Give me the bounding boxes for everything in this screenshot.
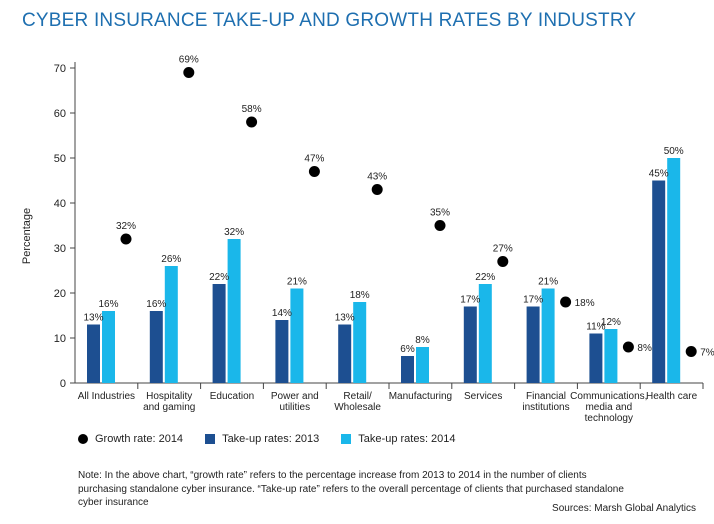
x-tick-label: Education — [210, 391, 254, 402]
bar-2013 — [338, 324, 352, 383]
data-label-2014: 12% — [601, 317, 621, 328]
bar-2013 — [401, 356, 414, 383]
data-label-2013: 22% — [209, 272, 229, 283]
bar-2013 — [589, 333, 603, 383]
data-label-growth: 35% — [430, 208, 450, 219]
data-label-2013: 45% — [649, 169, 669, 180]
bar-2013 — [463, 306, 477, 383]
data-label-2014: 22% — [475, 272, 495, 283]
data-label-2013: 17% — [460, 295, 480, 306]
growth-dot — [120, 233, 132, 245]
x-tick-label: All Industries — [78, 391, 135, 402]
growth-dot — [371, 184, 383, 195]
y-tick-label: 50 — [54, 153, 66, 165]
x-tick-label: Services — [464, 391, 502, 402]
bar-2014 — [290, 288, 304, 383]
data-label-2014: 21% — [287, 277, 307, 288]
data-label-2013: 13% — [335, 313, 355, 324]
data-label-growth: 7% — [700, 348, 714, 359]
y-tick-label: 30 — [54, 243, 66, 255]
data-label-2014: 8% — [415, 335, 430, 346]
legend-swatch-2014 — [341, 434, 352, 444]
legend: Growth rate: 2014 Take-up rates: 2013 Ta… — [78, 433, 478, 445]
bar-2014 — [667, 158, 681, 383]
data-label-2013: 16% — [146, 299, 166, 310]
x-tick-label: media and — [585, 402, 632, 413]
bar-2013 — [275, 320, 289, 383]
legend-item-growth: Growth rate: 2014 — [78, 433, 183, 445]
data-label-2014: 50% — [664, 146, 684, 157]
growth-dot — [308, 166, 320, 177]
x-tick-label: utilities — [280, 402, 311, 413]
data-label-2014: 32% — [224, 227, 244, 238]
legend-label-growth: Growth rate: 2014 — [95, 433, 184, 445]
growth-dot — [246, 116, 258, 128]
y-tick-label: 10 — [54, 333, 66, 345]
data-label-growth: 58% — [242, 104, 262, 115]
data-label-2013: 11% — [586, 322, 605, 333]
bar-2013 — [526, 306, 540, 383]
y-tick-label: 40 — [54, 198, 66, 210]
legend-label-2013: Take-up rates: 2013 — [222, 433, 320, 445]
chart-plot: 0 10 20 30 40 50 60 70 13% 16% 32% All Industries 16… — [54, 55, 714, 425]
data-label-growth: 69% — [179, 55, 199, 66]
bar-2014 — [227, 239, 241, 383]
data-label-growth: 8% — [637, 343, 652, 354]
data-label-2013: 6% — [400, 344, 415, 355]
source-credit: Sources: Marsh Global Analytics — [552, 503, 696, 514]
bar-2013 — [652, 180, 666, 383]
bar-2013 — [149, 311, 163, 383]
x-tick-label: Manufacturing — [389, 391, 452, 402]
data-label-growth: 47% — [304, 154, 324, 165]
bar-2014 — [541, 288, 555, 383]
data-label-growth: 43% — [367, 172, 387, 183]
bar-2014 — [102, 311, 115, 383]
y-tick-label: 60 — [54, 108, 66, 120]
x-tick-label: Power and — [271, 391, 319, 402]
data-label-2013: 13% — [83, 313, 103, 324]
legend-item-2014: Take-up rates: 2014 — [341, 433, 456, 445]
data-label-growth: 32% — [116, 221, 136, 232]
growth-dot — [622, 341, 634, 353]
growth-dot — [560, 296, 572, 308]
chart-title: CYBER INSURANCE TAKE-UP AND GROWTH RATES… — [22, 10, 637, 31]
bar-2014 — [478, 284, 492, 383]
legend-label-2014: Take-up rates: 2014 — [358, 433, 456, 445]
x-tick-label: technology — [585, 413, 633, 424]
bar-2014 — [416, 347, 429, 383]
y-tick-label: 20 — [54, 288, 66, 300]
data-label-2014: 21% — [538, 277, 558, 288]
x-tick-label: institutions — [522, 402, 569, 413]
bar-2014 — [604, 329, 618, 383]
data-label-growth: 18% — [575, 298, 595, 309]
data-label-growth: 27% — [493, 244, 513, 255]
x-tick-label: Retail/ — [343, 391, 372, 402]
x-tick-label: Wholesale — [334, 402, 381, 413]
bar-2013 — [87, 324, 100, 383]
bar-2013 — [212, 284, 226, 383]
legend-item-2013: Take-up rates: 2013 — [205, 433, 319, 445]
growth-dot — [497, 256, 509, 267]
bar-2014 — [164, 266, 178, 383]
data-label-2014: 18% — [350, 290, 370, 301]
data-label-2014: 16% — [98, 299, 118, 310]
legend-marker-growth — [78, 434, 88, 444]
legend-swatch-2013 — [205, 434, 216, 444]
growth-dot — [183, 67, 195, 78]
data-label-2013: 17% — [523, 295, 543, 306]
x-tick-label: Financial — [526, 391, 566, 402]
x-tick-label: Health care — [646, 391, 698, 402]
y-tick-label: 70 — [54, 63, 66, 75]
x-tick-label: Communications, — [570, 391, 647, 402]
growth-dot — [685, 346, 697, 357]
data-label-2014: 26% — [161, 254, 181, 265]
bar-2014 — [353, 302, 367, 383]
footnote: Note: In the above chart, “growth rate” … — [78, 470, 624, 508]
growth-dot — [434, 220, 446, 231]
x-tick-label: and gaming — [143, 402, 195, 413]
y-tick-label: 0 — [60, 378, 66, 390]
x-tick-label: Hospitality — [146, 391, 192, 402]
data-label-2013: 14% — [272, 308, 292, 319]
